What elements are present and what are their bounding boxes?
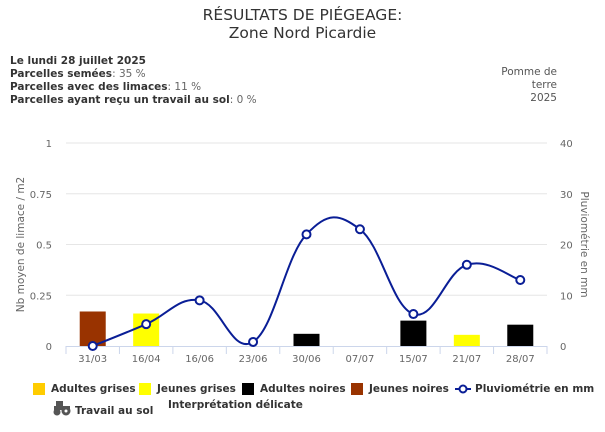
x-tick-label: 15/07 [399,354,428,365]
rain-point [194,295,205,306]
x-tick-label: 21/07 [452,354,481,365]
y-tick-label: 0.75 [30,190,52,201]
y2-tick-label: 0 [560,342,566,353]
y2-tick-label: 20 [560,241,573,252]
legend-label: Adultes grises [51,383,136,395]
bar-jeunes-noires [79,311,106,346]
travail-label: Parcelles ayant reçu un travail au sol [10,94,230,106]
legend-swatch [242,383,254,395]
y-axis-title: Nb moyen de limace / m2 [15,177,27,313]
crop-line1: Pomme de [501,66,557,78]
info-block: Le lundi 28 juillet 2025 Parcelles semée… [10,55,257,107]
rain-point [354,224,365,235]
legend-swatch [351,383,363,395]
legend-swatch [33,383,45,395]
crop-line3: 2025 [530,92,557,104]
crop-label: Pomme de terre 2025 [487,66,557,105]
legend-item-interpretation[interactable]: Interprétation délicate [168,399,303,411]
limaces-label: Parcelles avec des limaces [10,81,168,93]
rain-point [87,341,98,351]
chart-title: RÉSULTATS DE PIÉGEAGE: [202,6,403,24]
rain-point [141,319,152,330]
semees-label: Parcelles semées [10,68,113,80]
y-tick-label: 0 [46,342,52,353]
legend-label: Interprétation délicate [168,399,303,411]
y-tick-label: 0.5 [36,241,52,252]
legend-label: Jeunes noires [369,383,449,395]
bar-jeunes-grises [453,334,480,346]
legend-swatch [139,383,151,395]
limaces-value: : 11 % [167,81,202,93]
legend-label: Travail au sol [75,405,154,417]
legend-item-jeunes-grises[interactable]: Jeunes grises [139,383,236,395]
y2-axis-title: Pluviométrie en mm [578,191,590,297]
y2-tick-label: 10 [560,291,573,302]
legend-label: Jeunes grises [157,383,236,395]
date-text: Le lundi 28 juillet 2025 [10,55,146,67]
x-tick-label: 23/06 [239,354,268,365]
chart-subtitle: Zone Nord Picardie [228,24,377,42]
legend-item-jeunes-noires[interactable]: Jeunes noires [351,383,449,395]
rain-point [301,229,312,240]
rain-point [248,336,259,347]
x-tick-label: 30/06 [292,354,321,365]
line-marker-icon [455,384,471,394]
travail-value: : 0 % [229,94,257,106]
legend-label: Pluviométrie en mm [475,383,595,395]
rain-point [461,259,472,270]
legend-item-pluviometrie[interactable]: Pluviométrie en mm [455,383,594,395]
semees-value: : 35 % [112,68,146,80]
x-tick-label: 16/04 [132,354,161,365]
legend-label: Adultes noires [260,383,346,395]
legend-item-adultes-noires[interactable]: Adultes noires [242,383,346,395]
bar-adultes-noires [293,333,320,346]
x-tick-label: 28/07 [506,354,535,365]
y2-tick-label: 40 [560,139,573,150]
y-tick-label: 0.25 [30,291,52,302]
legend-item-travail-au-sol[interactable]: Travail au sol [52,399,153,417]
tractor-icon [53,401,71,416]
rain-point [515,275,526,286]
legend-item-adultes-grises[interactable]: Adultes grises [33,383,136,395]
bar-adultes-noires [507,324,534,346]
bar-adultes-noires [400,320,427,346]
rain-point [408,309,419,320]
x-tick-label: 07/07 [346,354,375,365]
x-tick-label: 16/06 [185,354,214,365]
y2-tick-label: 30 [560,190,573,201]
x-tick-label: 31/03 [78,354,107,365]
y-tick-label: 1 [46,139,52,150]
crop-line2: terre [531,79,557,91]
